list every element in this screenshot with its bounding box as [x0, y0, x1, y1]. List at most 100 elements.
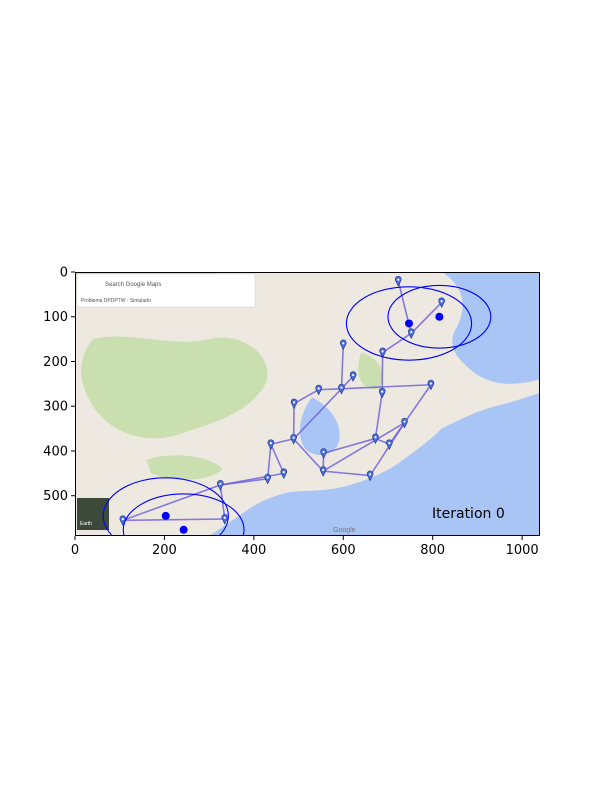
node-pin-dot [374, 436, 377, 439]
node-pin-dot [381, 350, 384, 353]
y-axis: 0 100 200 300 400 500 [43, 266, 75, 504]
node-pin-marker [264, 473, 271, 485]
node-pin-dot [322, 468, 325, 472]
node-pin-dot [292, 401, 296, 404]
node-pin-dot [368, 473, 372, 476]
node-pin-19 [264, 473, 271, 485]
cluster-ellipse-1 [387, 284, 492, 349]
node-pin-10 [290, 398, 298, 410]
node-pin-marker [290, 398, 298, 410]
node-pin-dot [440, 300, 443, 303]
cluster-center-2 [161, 511, 170, 520]
cluster-ellipse-3 [122, 493, 245, 536]
node-pin-4 [379, 347, 386, 359]
cluster-center-0 [404, 319, 413, 328]
route-edge-8 [403, 384, 432, 424]
node-pin-7 [338, 383, 345, 395]
cluster-ellipses [102, 284, 492, 536]
node-pin-marker [338, 383, 345, 395]
node-pin-2 [407, 328, 415, 339]
node-pin-dot [342, 342, 345, 345]
route-edge-17 [323, 437, 376, 454]
y-tick-label: 500 [43, 489, 68, 504]
node-pin-20 [366, 470, 374, 482]
node-pin-dot [269, 441, 272, 445]
node-pin-21 [217, 480, 224, 491]
y-tick-label: 300 [43, 400, 68, 415]
node-pin-dot [317, 387, 320, 390]
node-pin-5 [349, 371, 357, 382]
node-pin-16 [401, 417, 408, 429]
node-pin-dot [322, 450, 325, 454]
x-tick-label: 600 [331, 543, 356, 558]
map-lagoon [299, 397, 340, 456]
node-pin-marker [394, 276, 402, 287]
route-edge-21 [323, 470, 371, 477]
route-edge-24 [220, 472, 284, 486]
y-tick-label: 0 [60, 266, 68, 281]
node-pin-3 [339, 339, 347, 351]
node-pin-marker [267, 439, 275, 450]
x-tick-label: 200 [152, 543, 177, 558]
node-pin-marker [386, 439, 393, 450]
node-pin-1 [438, 297, 445, 309]
node-pin-dot [397, 278, 400, 281]
map-background: Search Google Maps Problema DPDPTW · Simu… [75, 272, 540, 536]
node-pin-marker [349, 371, 357, 382]
route-edge-6 [318, 387, 342, 391]
cluster-center-3 [179, 525, 188, 534]
route-nodes [119, 276, 445, 527]
x-tick-label: 0 [71, 543, 79, 558]
route-edge-22 [369, 422, 406, 477]
route-edge-20 [322, 422, 405, 472]
node-pin-marker [290, 434, 297, 445]
node-pin-dot [410, 331, 413, 334]
node-pin-marker [217, 480, 224, 491]
node-pin-marker [320, 448, 327, 459]
map-bay [441, 272, 540, 384]
route-edge-3 [340, 344, 345, 389]
node-pin-dot [266, 476, 269, 479]
node-pin-17 [319, 466, 327, 477]
node-pin-marker [438, 297, 445, 309]
x-tick-label: 800 [420, 543, 445, 558]
cluster-centers [161, 312, 444, 534]
node-pin-dot [223, 516, 226, 519]
cluster-ellipse-0 [345, 286, 473, 361]
node-pin-marker [379, 347, 386, 359]
route-edge-12 [270, 438, 294, 446]
node-pin-dot [429, 382, 433, 385]
cluster-center-1 [435, 312, 444, 321]
node-pin-marker [339, 339, 347, 351]
node-pin-dot [352, 373, 355, 377]
node-pin-dot [381, 390, 384, 393]
node-pin-13 [320, 448, 327, 459]
map-parks [75, 272, 383, 480]
map-search-box [76, 273, 256, 308]
y-tick-label: 100 [43, 310, 68, 325]
iteration-annotation: Iteration 0 [432, 506, 505, 522]
route-edge-28 [374, 392, 383, 439]
node-pin-dot [219, 482, 222, 485]
node-pin-dot [292, 436, 295, 439]
node-pin-dot [282, 471, 285, 474]
route-edge-13 [293, 438, 324, 472]
route-edge-14 [270, 443, 285, 474]
map-menu-line: Problema DPDPTW · Simulado [81, 298, 151, 304]
y-tick-label: 200 [43, 355, 68, 370]
route-edge-11 [293, 388, 343, 440]
node-pin-dot [388, 441, 391, 445]
node-pin-11 [290, 434, 297, 445]
route-edges [122, 280, 443, 522]
node-pin-marker [401, 417, 408, 429]
node-pin-6 [315, 384, 322, 396]
route-edge-25 [122, 484, 221, 522]
node-pin-9 [427, 379, 435, 391]
node-pin-marker [315, 384, 322, 396]
route-edge-1 [410, 301, 443, 334]
route-edge-7 [341, 383, 431, 390]
route-edge-15 [266, 444, 272, 479]
node-pin-dot [340, 386, 343, 389]
x-tick-label: 400 [241, 543, 266, 558]
